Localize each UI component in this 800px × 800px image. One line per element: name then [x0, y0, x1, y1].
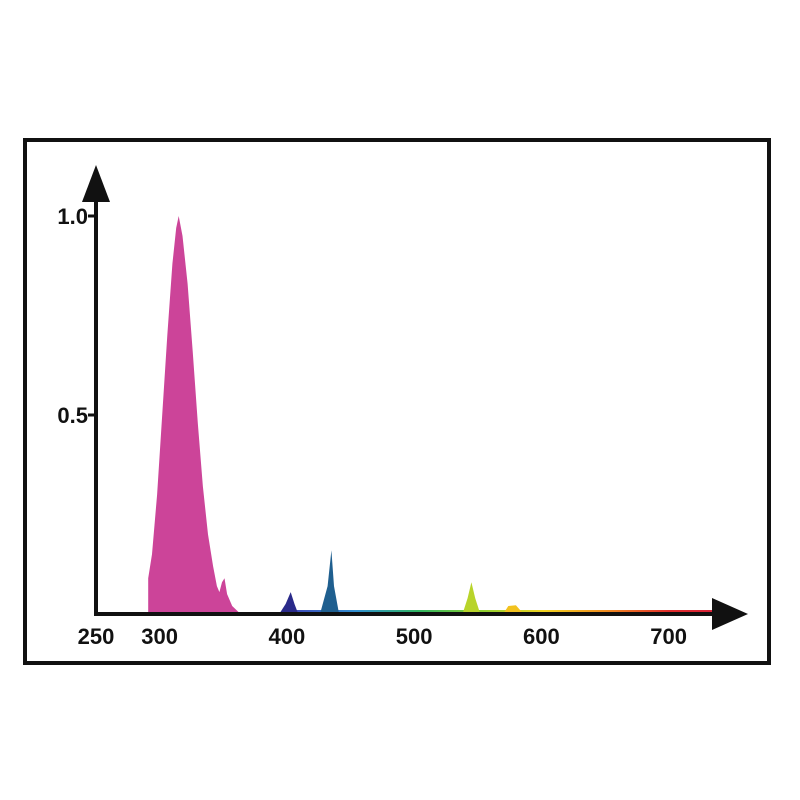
x-tick-label: 500: [396, 624, 433, 649]
spectrum-peak-2: [320, 550, 340, 614]
x-tick-label: 400: [269, 624, 306, 649]
spectrum-peak-4: [503, 605, 524, 614]
y-axis-arrow-icon: [82, 165, 110, 202]
chart-frame: [23, 138, 771, 665]
y-tick-label: 1.0: [57, 204, 88, 229]
x-tick-label: 250: [78, 624, 115, 649]
x-tick-label: 600: [523, 624, 560, 649]
spectrum-areas: [148, 216, 733, 614]
axes: [82, 165, 748, 630]
x-tick-label: 300: [141, 624, 178, 649]
x-axis-arrow-icon: [712, 598, 748, 630]
x-tick-label: 700: [650, 624, 687, 649]
spectrum-peak-3: [462, 582, 481, 614]
tick-labels: 250 300 400 500 600 700 0.5 1.0: [57, 204, 687, 649]
y-tick-label: 0.5: [57, 403, 88, 428]
spectrum-peak-0: [148, 216, 243, 614]
spectrum-peak-1: [279, 592, 299, 614]
